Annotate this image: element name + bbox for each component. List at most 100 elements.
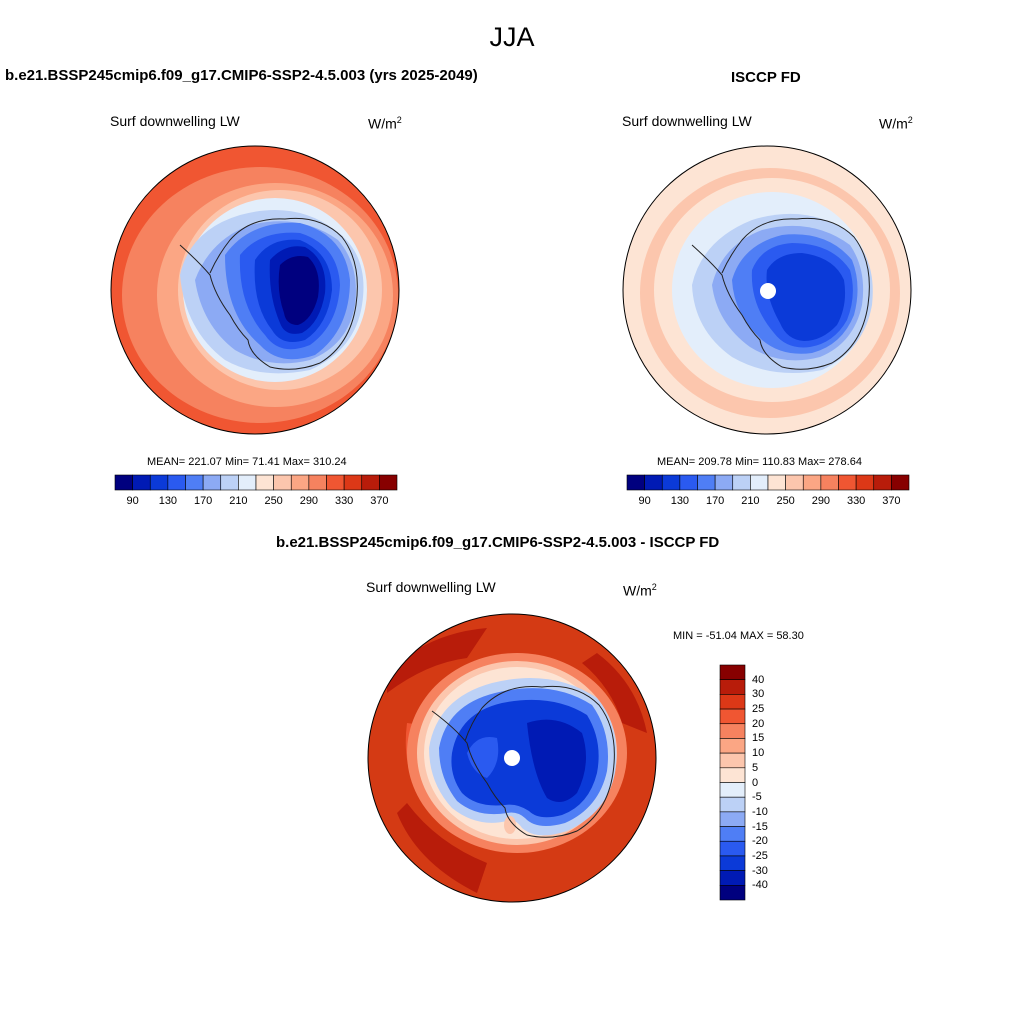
right-colorbar-swatch: [697, 474, 716, 491]
diff-map-patch-3: [582, 653, 647, 733]
diff-units: W/m2: [623, 582, 657, 599]
left-colorbar-swatch: [290, 474, 310, 491]
right-colorbar-swatch: [714, 474, 734, 491]
right-stats: MEAN= 209.78 Min= 110.83 Max= 278.64: [657, 456, 862, 468]
left-colorbar-tick-label: 330: [334, 495, 354, 507]
right-colorbar-tick-label: 330: [846, 495, 866, 507]
right-polar-map: [622, 145, 912, 435]
right-colorbar-swatch: [679, 474, 698, 491]
diff-colorbar-tick-label: -10: [752, 805, 768, 818]
diff-colorbar-tick-label: -40: [752, 879, 768, 892]
diff-colorbar: [719, 664, 746, 901]
right-colorbar-swatch: [767, 474, 786, 491]
diff-colorbar-swatch: [719, 885, 746, 901]
right-colorbar-swatch: [661, 474, 681, 491]
diff-colorbar-tick-label: 30: [752, 688, 765, 701]
right-panel-title: ISCCP FD: [731, 69, 801, 86]
diff-colorbar-swatch: [719, 811, 746, 827]
diff-colorbar-tick-label: 25: [752, 703, 765, 716]
left-colorbar-tick-label: 170: [193, 495, 213, 507]
diff-colorbar-swatch: [719, 752, 746, 769]
right-colorbar-tick-label: 250: [776, 495, 795, 507]
left-map-coastline: [179, 217, 358, 370]
diff-colorbar-swatch: [719, 826, 746, 842]
right-colorbar-swatch: [644, 474, 663, 491]
right-colorbar-tick-label: 370: [882, 495, 901, 507]
left-colorbar-ticks: 90 130 170 210 250 290 330 370: [115, 495, 397, 509]
diff-colorbar-tick-label: -5: [752, 791, 762, 804]
left-units: W/m2: [368, 115, 402, 132]
right-map-pole-mask: [760, 283, 776, 299]
left-colorbar-tick-label: 370: [370, 495, 389, 507]
right-colorbar-tick-label: 210: [741, 495, 760, 507]
diff-colorbar-swatch: [719, 782, 746, 798]
diff-map-core-2: [467, 737, 499, 778]
right-colorbar-swatch: [626, 474, 645, 491]
left-colorbar-swatch: [114, 474, 133, 491]
left-colorbar-swatch: [343, 474, 363, 491]
diff-colorbar-swatch: [719, 840, 746, 857]
right-colorbar-tick-label: 90: [638, 495, 651, 507]
left-stats: MEAN= 221.07 Min= 71.41 Max= 310.24: [147, 456, 347, 468]
diff-colorbar-swatch: [719, 796, 746, 813]
left-colorbar-swatch: [149, 474, 169, 491]
diff-colorbar-tick-label: -20: [752, 835, 768, 848]
left-colorbar-tick-label: 210: [229, 495, 248, 507]
diff-map-border: [367, 613, 657, 903]
right-map-band-8: [766, 253, 846, 341]
diff-polar-map: [367, 613, 657, 903]
diff-colorbar-swatch: [719, 694, 746, 710]
right-map-coastline: [691, 217, 870, 370]
left-colorbar-swatch: [185, 474, 204, 491]
right-colorbar-swatch: [732, 474, 751, 491]
diff-colorbar-tick-label: 20: [752, 717, 765, 730]
diff-colorbar-tick-label: -25: [752, 849, 768, 862]
right-colorbar-swatch: [873, 474, 892, 491]
diff-map-pole-mask: [504, 750, 520, 766]
left-colorbar-swatch: [255, 474, 274, 491]
diff-colorbar-swatch: [719, 723, 746, 739]
right-colorbar-ticks: 90 130 170 210 250 290 330 370: [627, 495, 909, 509]
diff-colorbar-tick-label: 15: [752, 732, 765, 745]
right-colorbar-tick-label: 290: [811, 495, 831, 507]
diff-minmax: MIN = -51.04 MAX = 58.30: [673, 630, 804, 642]
left-colorbar: [114, 474, 398, 491]
right-colorbar-swatch: [820, 474, 839, 491]
right-colorbar-swatch: [855, 474, 875, 491]
right-map-border: [622, 145, 912, 435]
diff-colorbar-ticks: 40 30 25 20 15 10 5 0 -5 -10 -15 -20 -25 -30 -40: [752, 665, 792, 900]
right-colorbar-swatch: [802, 474, 822, 491]
right-colorbar-swatch: [838, 474, 857, 491]
left-colorbar-swatch: [379, 474, 398, 491]
diff-colorbar-swatch: [719, 767, 746, 783]
right-colorbar-swatch: [750, 474, 769, 491]
left-colorbar-swatch: [132, 474, 151, 491]
diff-colorbar-tick-label: 0: [752, 776, 759, 789]
right-colorbar-swatch: [891, 474, 910, 491]
left-colorbar-tick-label: 250: [264, 495, 283, 507]
right-units: W/m2: [879, 115, 913, 132]
diff-colorbar-swatch: [719, 738, 746, 754]
left-colorbar-swatch: [273, 474, 292, 491]
left-polar-map: [110, 145, 400, 435]
left-panel-title: b.e21.BSSP245cmip6.f09_g17.CMIP6-SSP2-4.…: [5, 67, 478, 84]
diff-map-core-1: [527, 719, 586, 802]
diff-colorbar-swatch: [719, 855, 746, 871]
diff-colorbar-swatch: [719, 870, 746, 886]
right-colorbar-swatch: [785, 474, 804, 491]
diff-colorbar-tick-label: -30: [752, 864, 768, 877]
diff-map-patch-2: [397, 803, 487, 893]
diff-colorbar-swatch: [719, 664, 746, 680]
diff-colorbar-tick-label: 10: [752, 747, 765, 760]
left-map-border: [110, 145, 400, 435]
diff-panel-title: b.e21.BSSP245cmip6.f09_g17.CMIP6-SSP2-4.…: [276, 534, 720, 551]
right-colorbar-tick-label: 130: [670, 495, 690, 507]
left-colorbar-swatch: [202, 474, 222, 491]
left-colorbar-swatch: [167, 474, 186, 491]
left-colorbar-swatch: [308, 474, 327, 491]
left-colorbar-swatch: [326, 474, 345, 491]
left-variable-label: Surf downwelling LW: [110, 113, 240, 129]
diff-colorbar-tick-label: 5: [752, 761, 759, 774]
left-colorbar-tick-label: 90: [126, 495, 139, 507]
left-colorbar-swatch: [238, 474, 257, 491]
